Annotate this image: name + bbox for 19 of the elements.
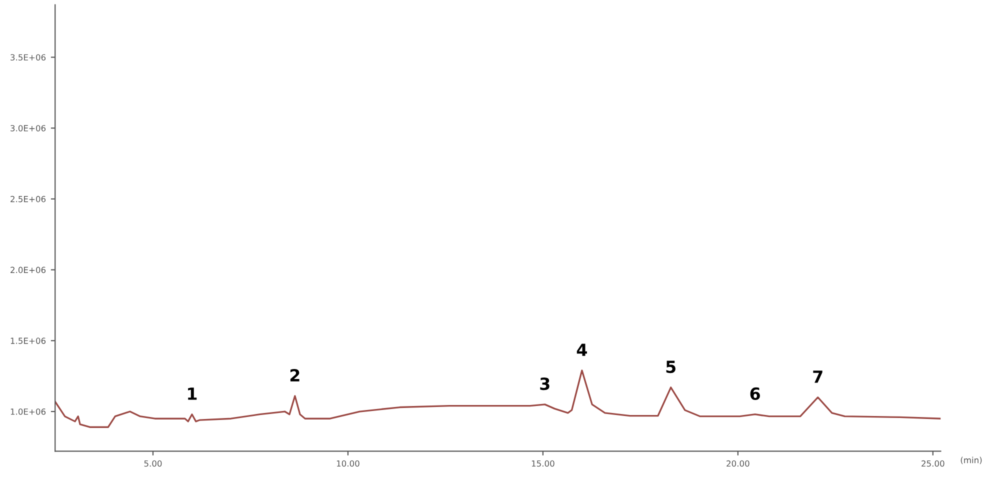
y-tick-label: 2.0E+06 bbox=[10, 266, 46, 274]
x-axis-title: (min) bbox=[960, 456, 982, 464]
y-tick-label: 1.5E+06 bbox=[10, 338, 46, 344]
annotation: 2 bbox=[290, 368, 300, 382]
annotation: 1 bbox=[188, 388, 197, 400]
x-tick-label: 15.00 bbox=[532, 460, 554, 467]
annotation: 7 bbox=[813, 370, 822, 383]
x-tick-label: 5.00 bbox=[144, 460, 162, 467]
annotation: 4 bbox=[576, 344, 587, 356]
y-tick-label: 2.5E+06 bbox=[10, 196, 46, 202]
annotation: 3 bbox=[540, 377, 550, 390]
annotation: 5 bbox=[666, 360, 676, 374]
y-tick-label: 3.5E+06 bbox=[10, 54, 46, 61]
x-tick-label: 20.00 bbox=[726, 460, 750, 467]
x-tick-label: 25.00 bbox=[922, 460, 944, 467]
x-tick-label: 10.00 bbox=[336, 460, 360, 467]
annotation: 6 bbox=[750, 387, 760, 400]
y-tick-label: 3.0E+06 bbox=[10, 125, 46, 132]
y-tick-label: 1.0E+06 bbox=[10, 408, 46, 415]
